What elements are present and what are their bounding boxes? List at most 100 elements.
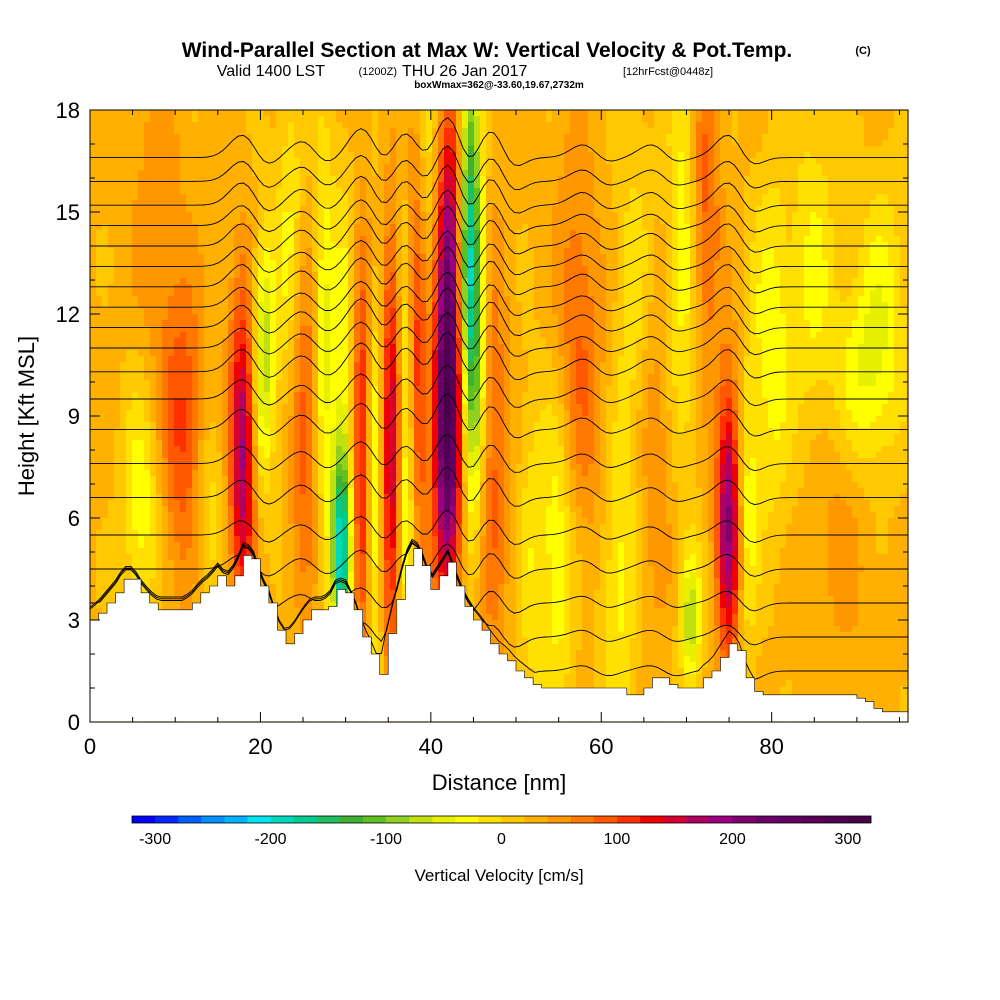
velocity-cell <box>222 152 229 159</box>
velocity-cell <box>858 296 865 303</box>
velocity-cell <box>480 230 487 237</box>
velocity-cell <box>234 164 241 171</box>
velocity-cell <box>414 278 421 285</box>
velocity-cell <box>438 170 445 177</box>
velocity-cell <box>558 146 565 153</box>
velocity-cell <box>120 254 127 261</box>
velocity-cell <box>852 224 859 231</box>
velocity-cell <box>288 170 295 177</box>
velocity-cell <box>408 242 415 249</box>
velocity-cell <box>876 272 883 279</box>
velocity-cell <box>480 152 487 159</box>
velocity-cell <box>804 272 811 279</box>
velocity-cell <box>552 308 559 315</box>
velocity-cell <box>516 206 523 213</box>
velocity-cell <box>348 218 355 225</box>
velocity-cell <box>864 218 871 225</box>
velocity-cell <box>504 140 511 147</box>
velocity-cell <box>588 116 595 123</box>
velocity-cell <box>540 200 547 207</box>
velocity-cell <box>246 146 253 153</box>
velocity-cell <box>342 206 349 213</box>
velocity-cell <box>804 248 811 255</box>
velocity-cell <box>660 116 667 123</box>
velocity-cell <box>900 122 907 129</box>
velocity-cell <box>210 212 217 219</box>
velocity-cell <box>384 194 391 201</box>
velocity-cell <box>252 224 259 231</box>
velocity-cell <box>228 194 235 201</box>
velocity-cell <box>876 134 883 141</box>
velocity-cell <box>336 170 343 177</box>
velocity-cell <box>678 290 685 297</box>
velocity-cell <box>762 140 769 147</box>
velocity-cell <box>582 212 589 219</box>
velocity-cell <box>174 272 181 279</box>
velocity-cell <box>780 182 787 189</box>
velocity-cell <box>762 290 769 297</box>
velocity-cell <box>816 296 823 303</box>
velocity-cell <box>690 260 697 267</box>
velocity-cell <box>330 170 337 177</box>
velocity-cell <box>120 230 127 237</box>
velocity-cell <box>102 260 109 267</box>
velocity-cell <box>318 176 325 183</box>
velocity-cell <box>900 164 907 171</box>
velocity-cell <box>690 122 697 129</box>
velocity-cell <box>642 266 649 273</box>
velocity-cell <box>894 302 901 309</box>
velocity-cell <box>594 200 601 207</box>
velocity-cell <box>246 212 253 219</box>
velocity-cell <box>144 326 151 333</box>
velocity-cell <box>786 170 793 177</box>
velocity-cell <box>348 194 355 201</box>
velocity-cell <box>402 218 409 225</box>
velocity-cell <box>114 122 121 129</box>
velocity-cell <box>318 260 325 267</box>
velocity-cell <box>552 266 559 273</box>
velocity-cell <box>198 278 205 285</box>
velocity-cell <box>276 116 283 123</box>
velocity-cell <box>492 122 499 129</box>
velocity-cell <box>366 308 373 315</box>
velocity-cell <box>786 152 793 159</box>
velocity-cell <box>618 230 625 237</box>
velocity-cell <box>762 218 769 225</box>
velocity-cell <box>840 164 847 171</box>
velocity-cell <box>270 266 277 273</box>
velocity-cell <box>654 302 661 309</box>
velocity-cell <box>414 260 421 267</box>
velocity-cell <box>198 314 205 321</box>
velocity-cell <box>834 182 841 189</box>
velocity-cell <box>600 320 607 327</box>
velocity-cell <box>900 224 907 231</box>
velocity-cell <box>324 188 331 195</box>
velocity-cell <box>750 206 757 213</box>
velocity-cell <box>606 206 613 213</box>
velocity-cell <box>624 254 631 261</box>
velocity-cell <box>228 158 235 165</box>
velocity-cell <box>720 128 727 135</box>
velocity-cell <box>762 128 769 135</box>
velocity-cell <box>576 260 583 267</box>
velocity-cell <box>738 206 745 213</box>
velocity-cell <box>594 296 601 303</box>
velocity-cell <box>324 296 331 303</box>
velocity-cell <box>396 248 403 255</box>
velocity-cell <box>672 230 679 237</box>
velocity-cell <box>804 122 811 129</box>
velocity-cell <box>618 152 625 159</box>
velocity-cell <box>114 224 121 231</box>
velocity-cell <box>330 212 337 219</box>
velocity-cell <box>612 278 619 285</box>
velocity-cell <box>540 128 547 135</box>
velocity-cell <box>150 284 157 291</box>
velocity-cell <box>708 164 715 171</box>
velocity-cell <box>774 278 781 285</box>
velocity-cell <box>342 320 349 327</box>
velocity-cell <box>174 302 181 309</box>
velocity-cell <box>600 200 607 207</box>
velocity-cell <box>336 212 343 219</box>
velocity-cell <box>846 254 853 261</box>
velocity-cell <box>714 140 721 147</box>
